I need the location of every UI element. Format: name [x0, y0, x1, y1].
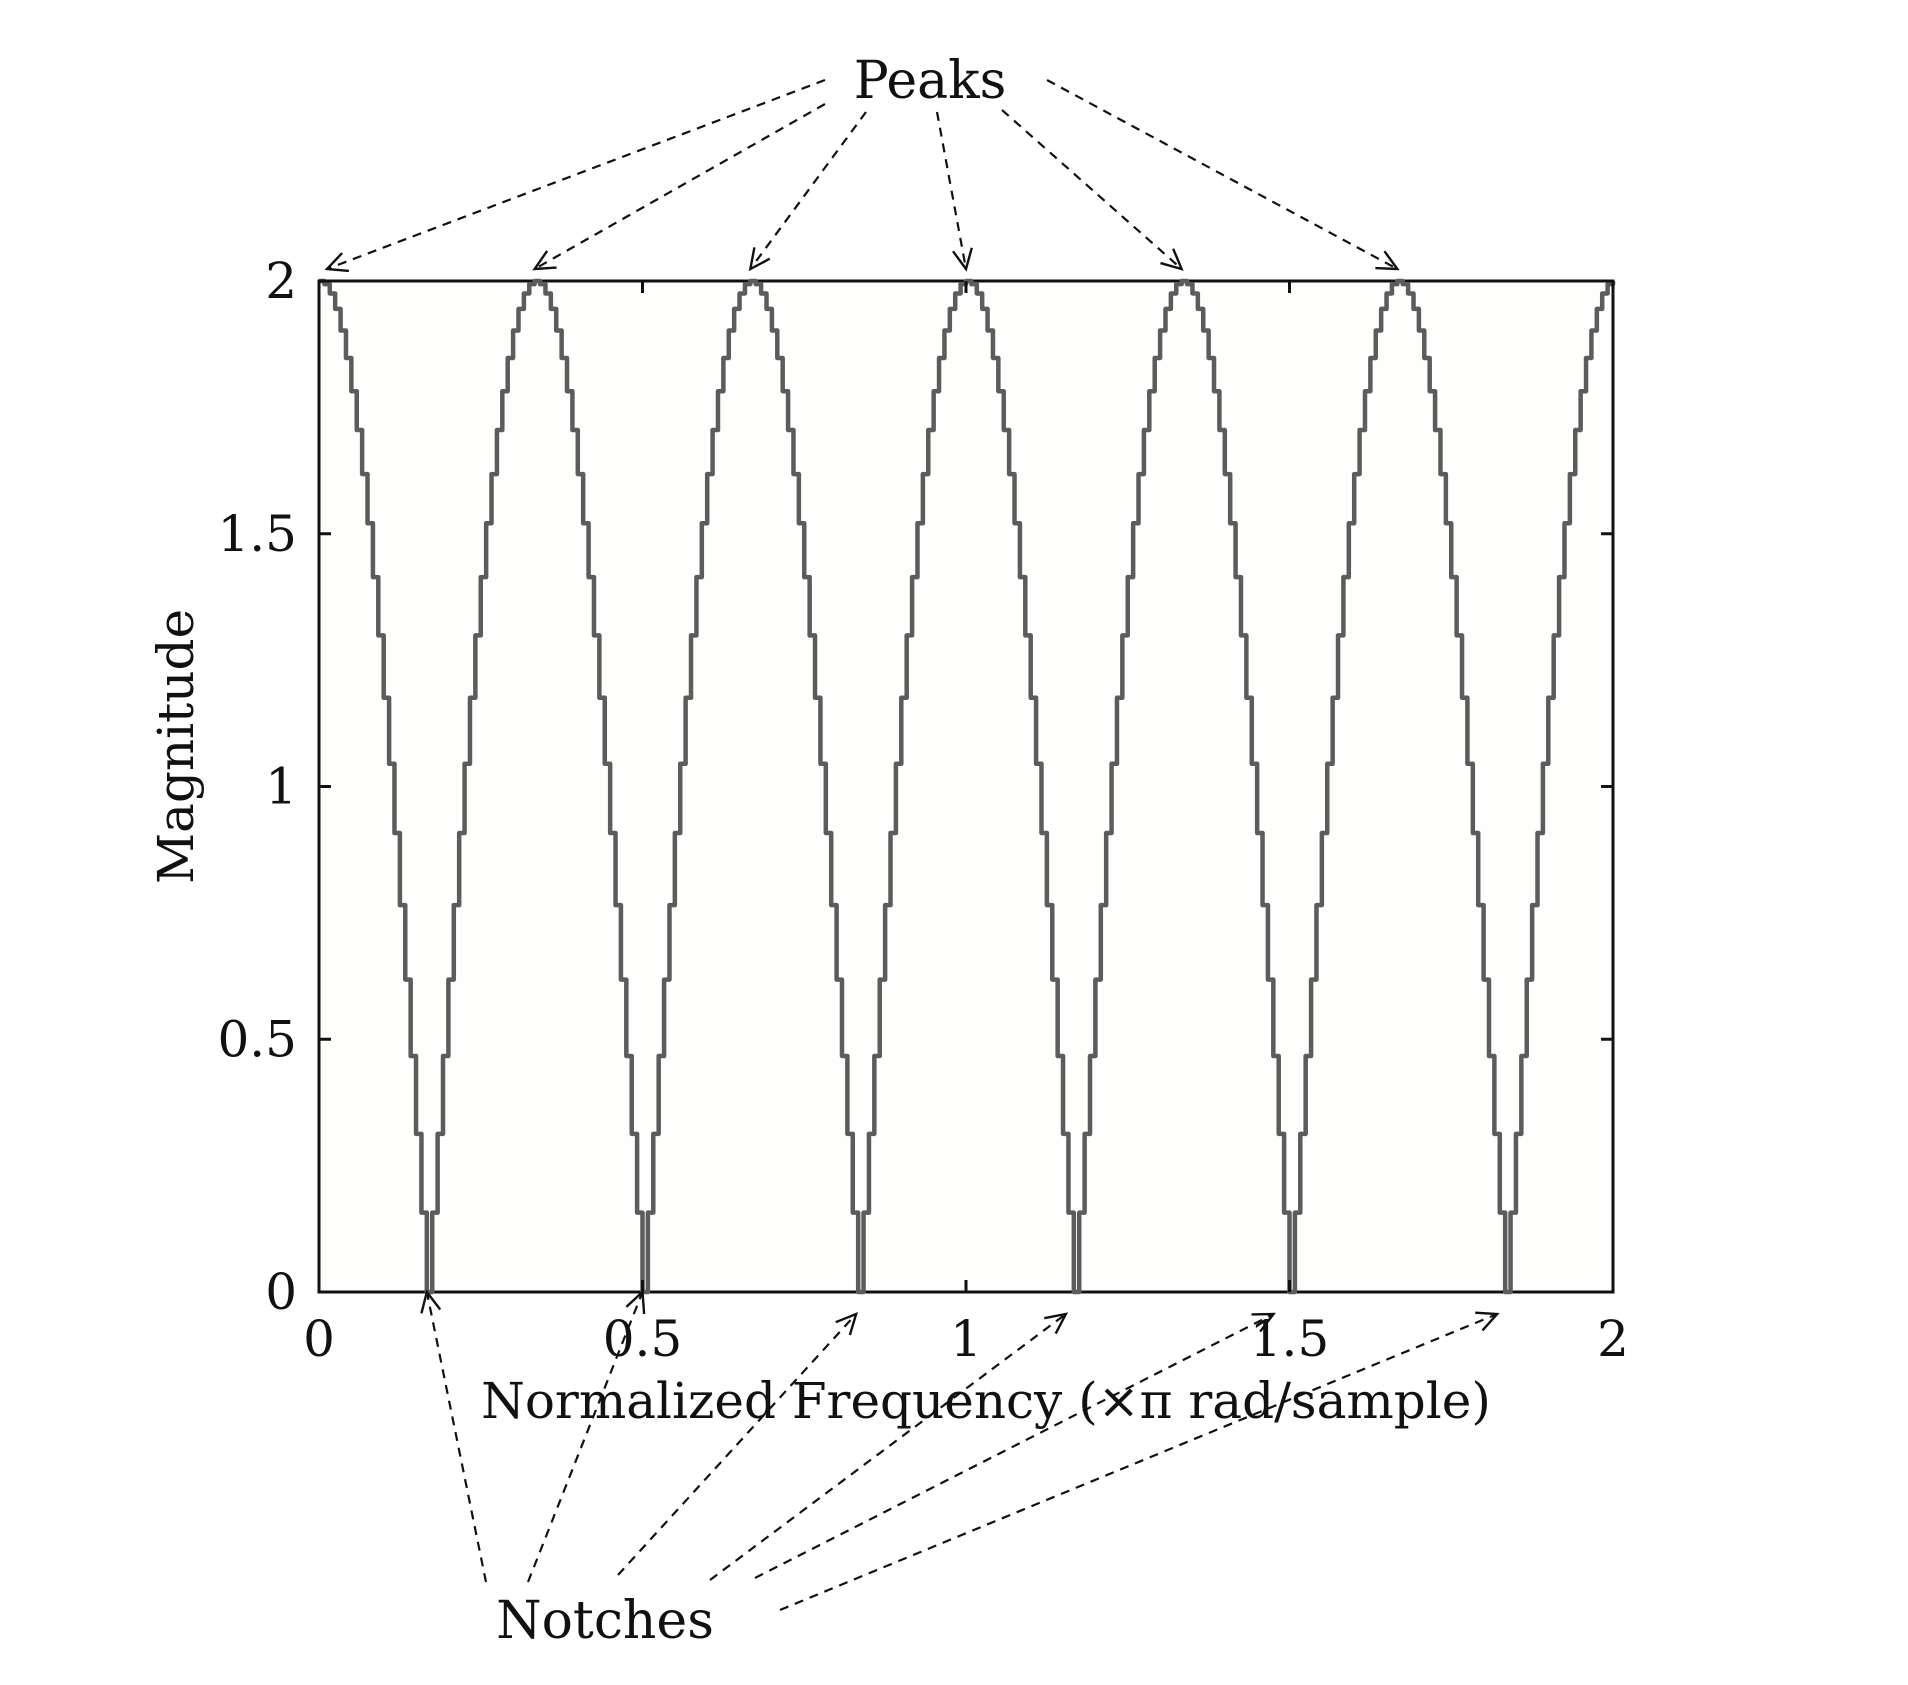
notches-arrow-line [709, 1313, 1067, 1581]
notches-arrow-head [625, 1289, 646, 1315]
peaks-arrow-head [532, 250, 557, 271]
peaks-arrow-head [748, 247, 771, 272]
peaks-arrow-line [1046, 79, 1398, 270]
notches-arrow-line [779, 1312, 1498, 1612]
notches-arrow-line [617, 1313, 857, 1576]
peaks-arrow-head [1375, 250, 1400, 271]
y-tick-label: 0.5 [217, 1010, 297, 1068]
peaks-arrow-head [324, 252, 350, 273]
peaks-arrow-line [1001, 109, 1183, 270]
peaks-arrow-head [1160, 248, 1184, 271]
notches-arrow-line [754, 1313, 1274, 1579]
notches-arrow-head [1044, 1312, 1069, 1335]
peaks-arrow-line [534, 103, 826, 270]
peaks-arrow-head [952, 247, 973, 272]
notches-arrow-line [526, 1291, 644, 1583]
x-tick-label: 1 [950, 1310, 982, 1368]
notches-arrow-line [425, 1291, 488, 1583]
notches-arrow-head [420, 1289, 442, 1314]
y-axis-title: Magnitude [147, 609, 205, 884]
x-tick-label: 0.5 [603, 1310, 683, 1368]
peaks-arrow-line [749, 111, 867, 270]
peaks-label: Peaks [854, 51, 1007, 111]
plot-background [319, 281, 1613, 1292]
y-tick-label: 1.5 [217, 505, 297, 563]
notches-label: Notches [496, 1591, 714, 1651]
x-tick-label: 0 [303, 1310, 335, 1368]
peaks-arrow-line [935, 111, 968, 270]
notches-arrow-head [1475, 1311, 1500, 1332]
x-axis-title: Normalized Frequency (×π rad/sample) [481, 1372, 1491, 1430]
notches-arrow-head [835, 1311, 859, 1336]
x-tick-label: 1.5 [1250, 1310, 1330, 1368]
y-tick-label: 1 [265, 758, 297, 816]
peaks-arrow-line [326, 78, 826, 271]
y-tick-label: 0 [265, 1263, 297, 1321]
y-tick-label: 2 [265, 252, 297, 310]
notches-arrow-head [1251, 1312, 1276, 1333]
x-tick-label: 2 [1597, 1310, 1629, 1368]
